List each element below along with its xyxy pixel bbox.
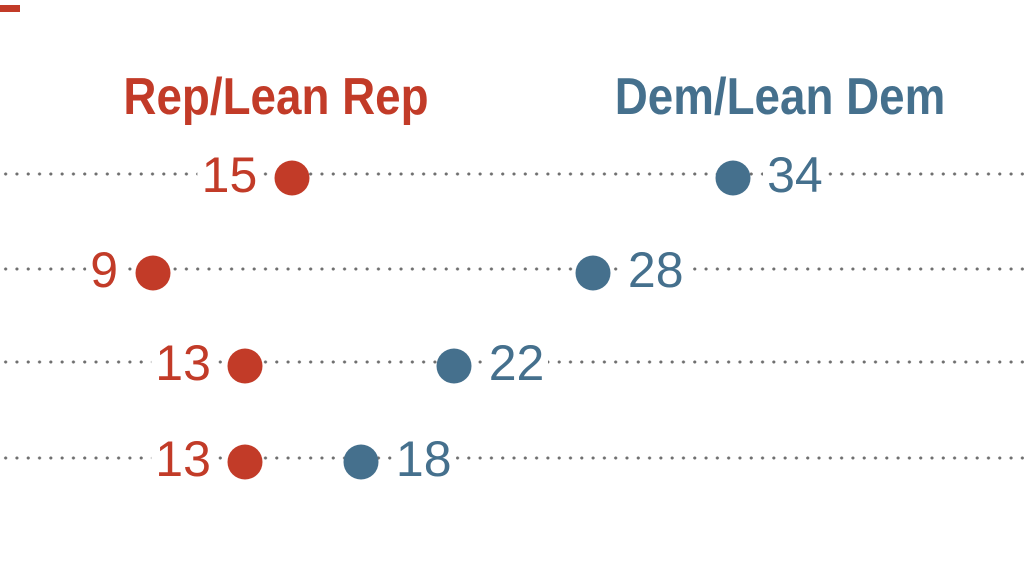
rep-dot	[227, 348, 263, 384]
dotted-gridline	[0, 456, 1024, 460]
dem-dot	[436, 348, 472, 384]
rep-value-label: 15	[197, 150, 262, 200]
dotted-gridline	[0, 267, 1024, 271]
dem-value-label: 22	[484, 338, 549, 388]
series-title-dem: Dem/Lean Dem	[614, 68, 946, 126]
dem-dot	[575, 255, 611, 291]
rep-dot	[227, 444, 263, 480]
dem-value-label: 28	[623, 245, 688, 295]
series-title-rep: Rep/Lean Rep	[123, 68, 429, 126]
rep-value-label: 9	[86, 245, 123, 295]
dem-dot	[715, 160, 751, 196]
dotted-gridline	[0, 172, 1024, 176]
rep-dot	[274, 160, 310, 196]
dem-dot	[343, 444, 379, 480]
rep-value-label: 13	[151, 338, 215, 388]
rep-dot	[135, 255, 171, 291]
dem-value-label: 18	[391, 434, 456, 484]
rep-value-label: 13	[151, 434, 215, 484]
dem-value-label: 34	[763, 150, 827, 200]
corner-accent-bar	[0, 5, 20, 12]
